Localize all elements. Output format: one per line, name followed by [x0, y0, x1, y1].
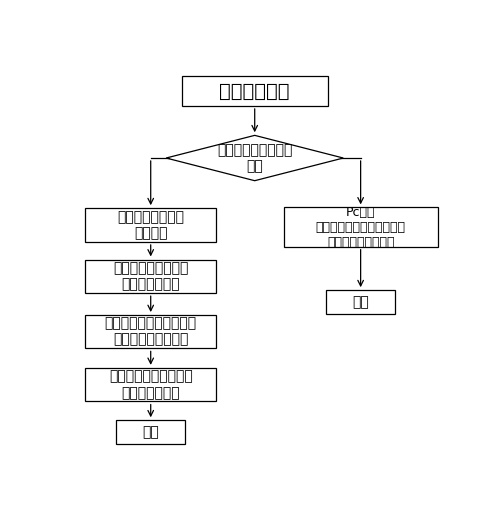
Polygon shape	[166, 135, 343, 181]
Text: Pc显示
有显示终端屏幕分辨率确定
与传统显示没有区别: Pc显示 有显示终端屏幕分辨率确定 与传统显示没有区别	[316, 205, 406, 248]
Text: 客户终端登录: 客户终端登录	[220, 81, 290, 100]
Text: 用户: 用户	[352, 295, 369, 309]
Text: 用户: 用户	[142, 425, 159, 439]
FancyBboxPatch shape	[181, 76, 328, 106]
FancyBboxPatch shape	[85, 315, 216, 348]
Text: 对客户终端进行识别
处理: 对客户终端进行识别 处理	[217, 143, 292, 173]
FancyBboxPatch shape	[85, 260, 216, 293]
Text: 标识相关于所述用户
数据的匹配特征: 标识相关于所述用户 数据的匹配特征	[113, 261, 188, 291]
Text: 传输已转换数据以供所
述移动终端接收: 传输已转换数据以供所 述移动终端接收	[109, 370, 193, 400]
FancyBboxPatch shape	[326, 290, 395, 314]
FancyBboxPatch shape	[284, 207, 438, 247]
Text: 接收移动终端上的
用户数据: 接收移动终端上的 用户数据	[117, 210, 184, 240]
FancyBboxPatch shape	[85, 368, 216, 401]
Text: 通过匹配特征对移动终端
请求的数据进行转换: 通过匹配特征对移动终端 请求的数据进行转换	[105, 316, 197, 347]
FancyBboxPatch shape	[85, 208, 216, 242]
FancyBboxPatch shape	[116, 420, 185, 444]
